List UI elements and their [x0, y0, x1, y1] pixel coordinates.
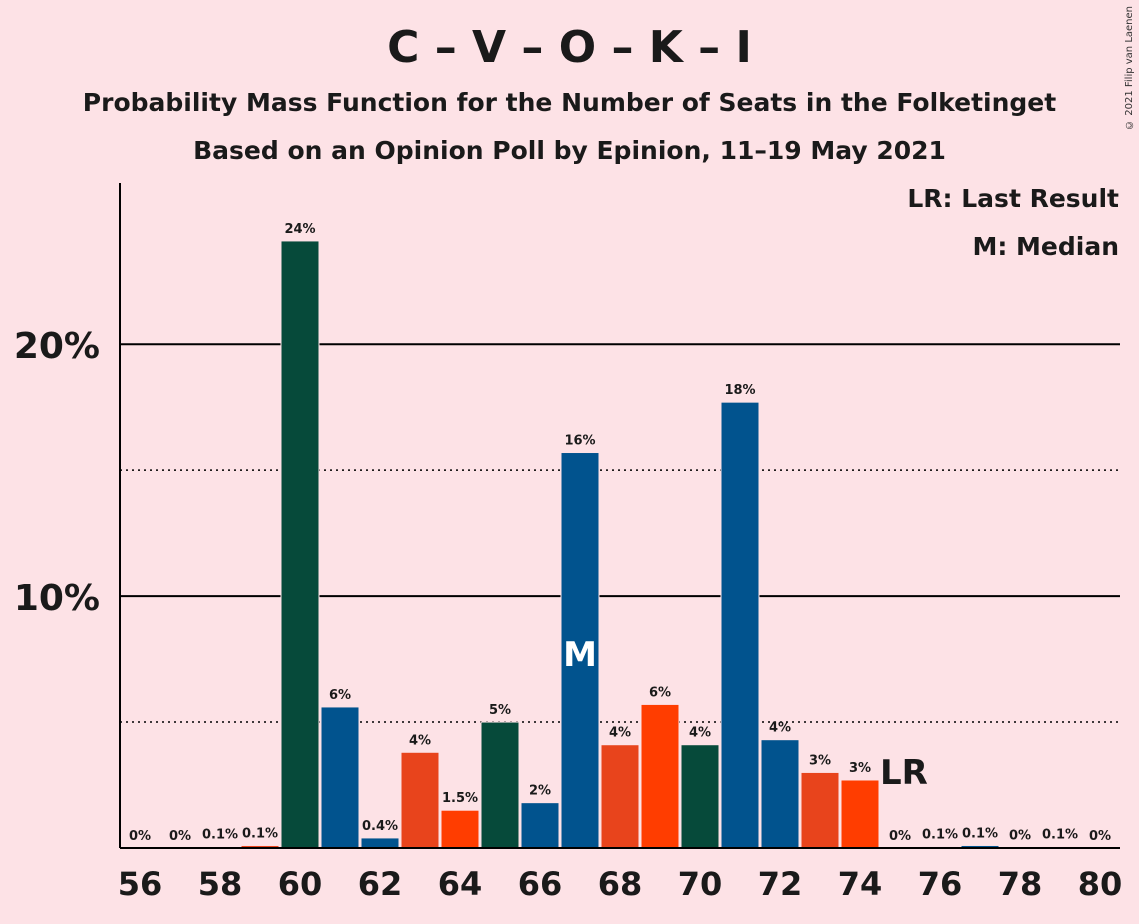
bar-62	[360, 837, 400, 849]
bar-68	[600, 744, 640, 849]
data-label-73: 3%	[809, 753, 831, 768]
bar-74	[840, 779, 880, 849]
last-result-marker: LR	[880, 753, 928, 793]
y-tick-label: 10%	[14, 578, 100, 619]
data-label-79: 0.1%	[1042, 827, 1078, 842]
bar-66	[520, 802, 560, 849]
data-label-56: 0%	[129, 829, 151, 844]
data-label-60: 24%	[284, 222, 315, 237]
x-tick-label: 64	[438, 865, 483, 903]
bar-72	[760, 739, 800, 849]
x-tick-label: 78	[998, 865, 1043, 903]
data-label-77: 0.1%	[962, 826, 998, 841]
bar-64	[440, 809, 480, 849]
x-tick-label: 70	[678, 865, 723, 903]
data-label-78: 0%	[1009, 828, 1031, 843]
chart-title: C – V – O – K – I	[387, 22, 752, 73]
x-tick-label: 74	[838, 865, 883, 903]
x-tick-label: 60	[278, 865, 323, 903]
data-label-58: 0.1%	[202, 828, 238, 843]
legend-last-result: LR: Last Result	[907, 184, 1119, 213]
data-label-59: 0.1%	[242, 826, 278, 841]
data-label-67: 16%	[564, 434, 595, 449]
chart-subtitle-2: Based on an Opinion Poll by Epinion, 11–…	[193, 136, 946, 165]
x-tick-label: 58	[198, 865, 243, 903]
bar-69	[640, 703, 680, 849]
data-label-72: 4%	[769, 721, 791, 736]
data-label-57: 0%	[169, 829, 191, 844]
x-tick-label: 72	[758, 865, 803, 903]
bar-73	[800, 771, 840, 849]
data-label-66: 2%	[529, 784, 551, 799]
x-tick-label: 76	[918, 865, 963, 903]
y-tick-label: 20%	[14, 326, 100, 367]
bar-67	[560, 452, 600, 849]
data-label-62: 0.4%	[362, 819, 398, 834]
data-label-61: 6%	[329, 688, 351, 703]
bar-65	[480, 721, 520, 849]
data-label-64: 1.5%	[442, 791, 478, 806]
data-label-74: 3%	[849, 761, 871, 776]
data-label-71: 18%	[724, 383, 755, 398]
legend-median: M: Median	[972, 232, 1119, 261]
data-label-68: 4%	[609, 726, 631, 741]
bar-71	[720, 401, 760, 849]
x-tick-label: 62	[358, 865, 403, 903]
bar-63	[400, 751, 440, 849]
x-tick-label: 66	[518, 865, 563, 903]
data-label-76: 0.1%	[922, 827, 958, 842]
bar-61	[320, 706, 360, 849]
data-label-70: 4%	[689, 726, 711, 741]
bar-60	[280, 240, 320, 849]
x-tick-label: 68	[598, 865, 643, 903]
chart-subtitle: Probability Mass Function for the Number…	[82, 88, 1057, 117]
median-marker: M	[563, 635, 597, 675]
bar-70	[680, 744, 720, 849]
x-tick-label: 80	[1078, 865, 1123, 903]
data-label-80: 0%	[1089, 829, 1111, 844]
data-label-63: 4%	[409, 733, 431, 748]
x-tick-label: 56	[118, 865, 163, 903]
data-label-65: 5%	[489, 703, 511, 718]
data-label-69: 6%	[649, 685, 671, 700]
data-label-75: 0%	[889, 829, 911, 844]
